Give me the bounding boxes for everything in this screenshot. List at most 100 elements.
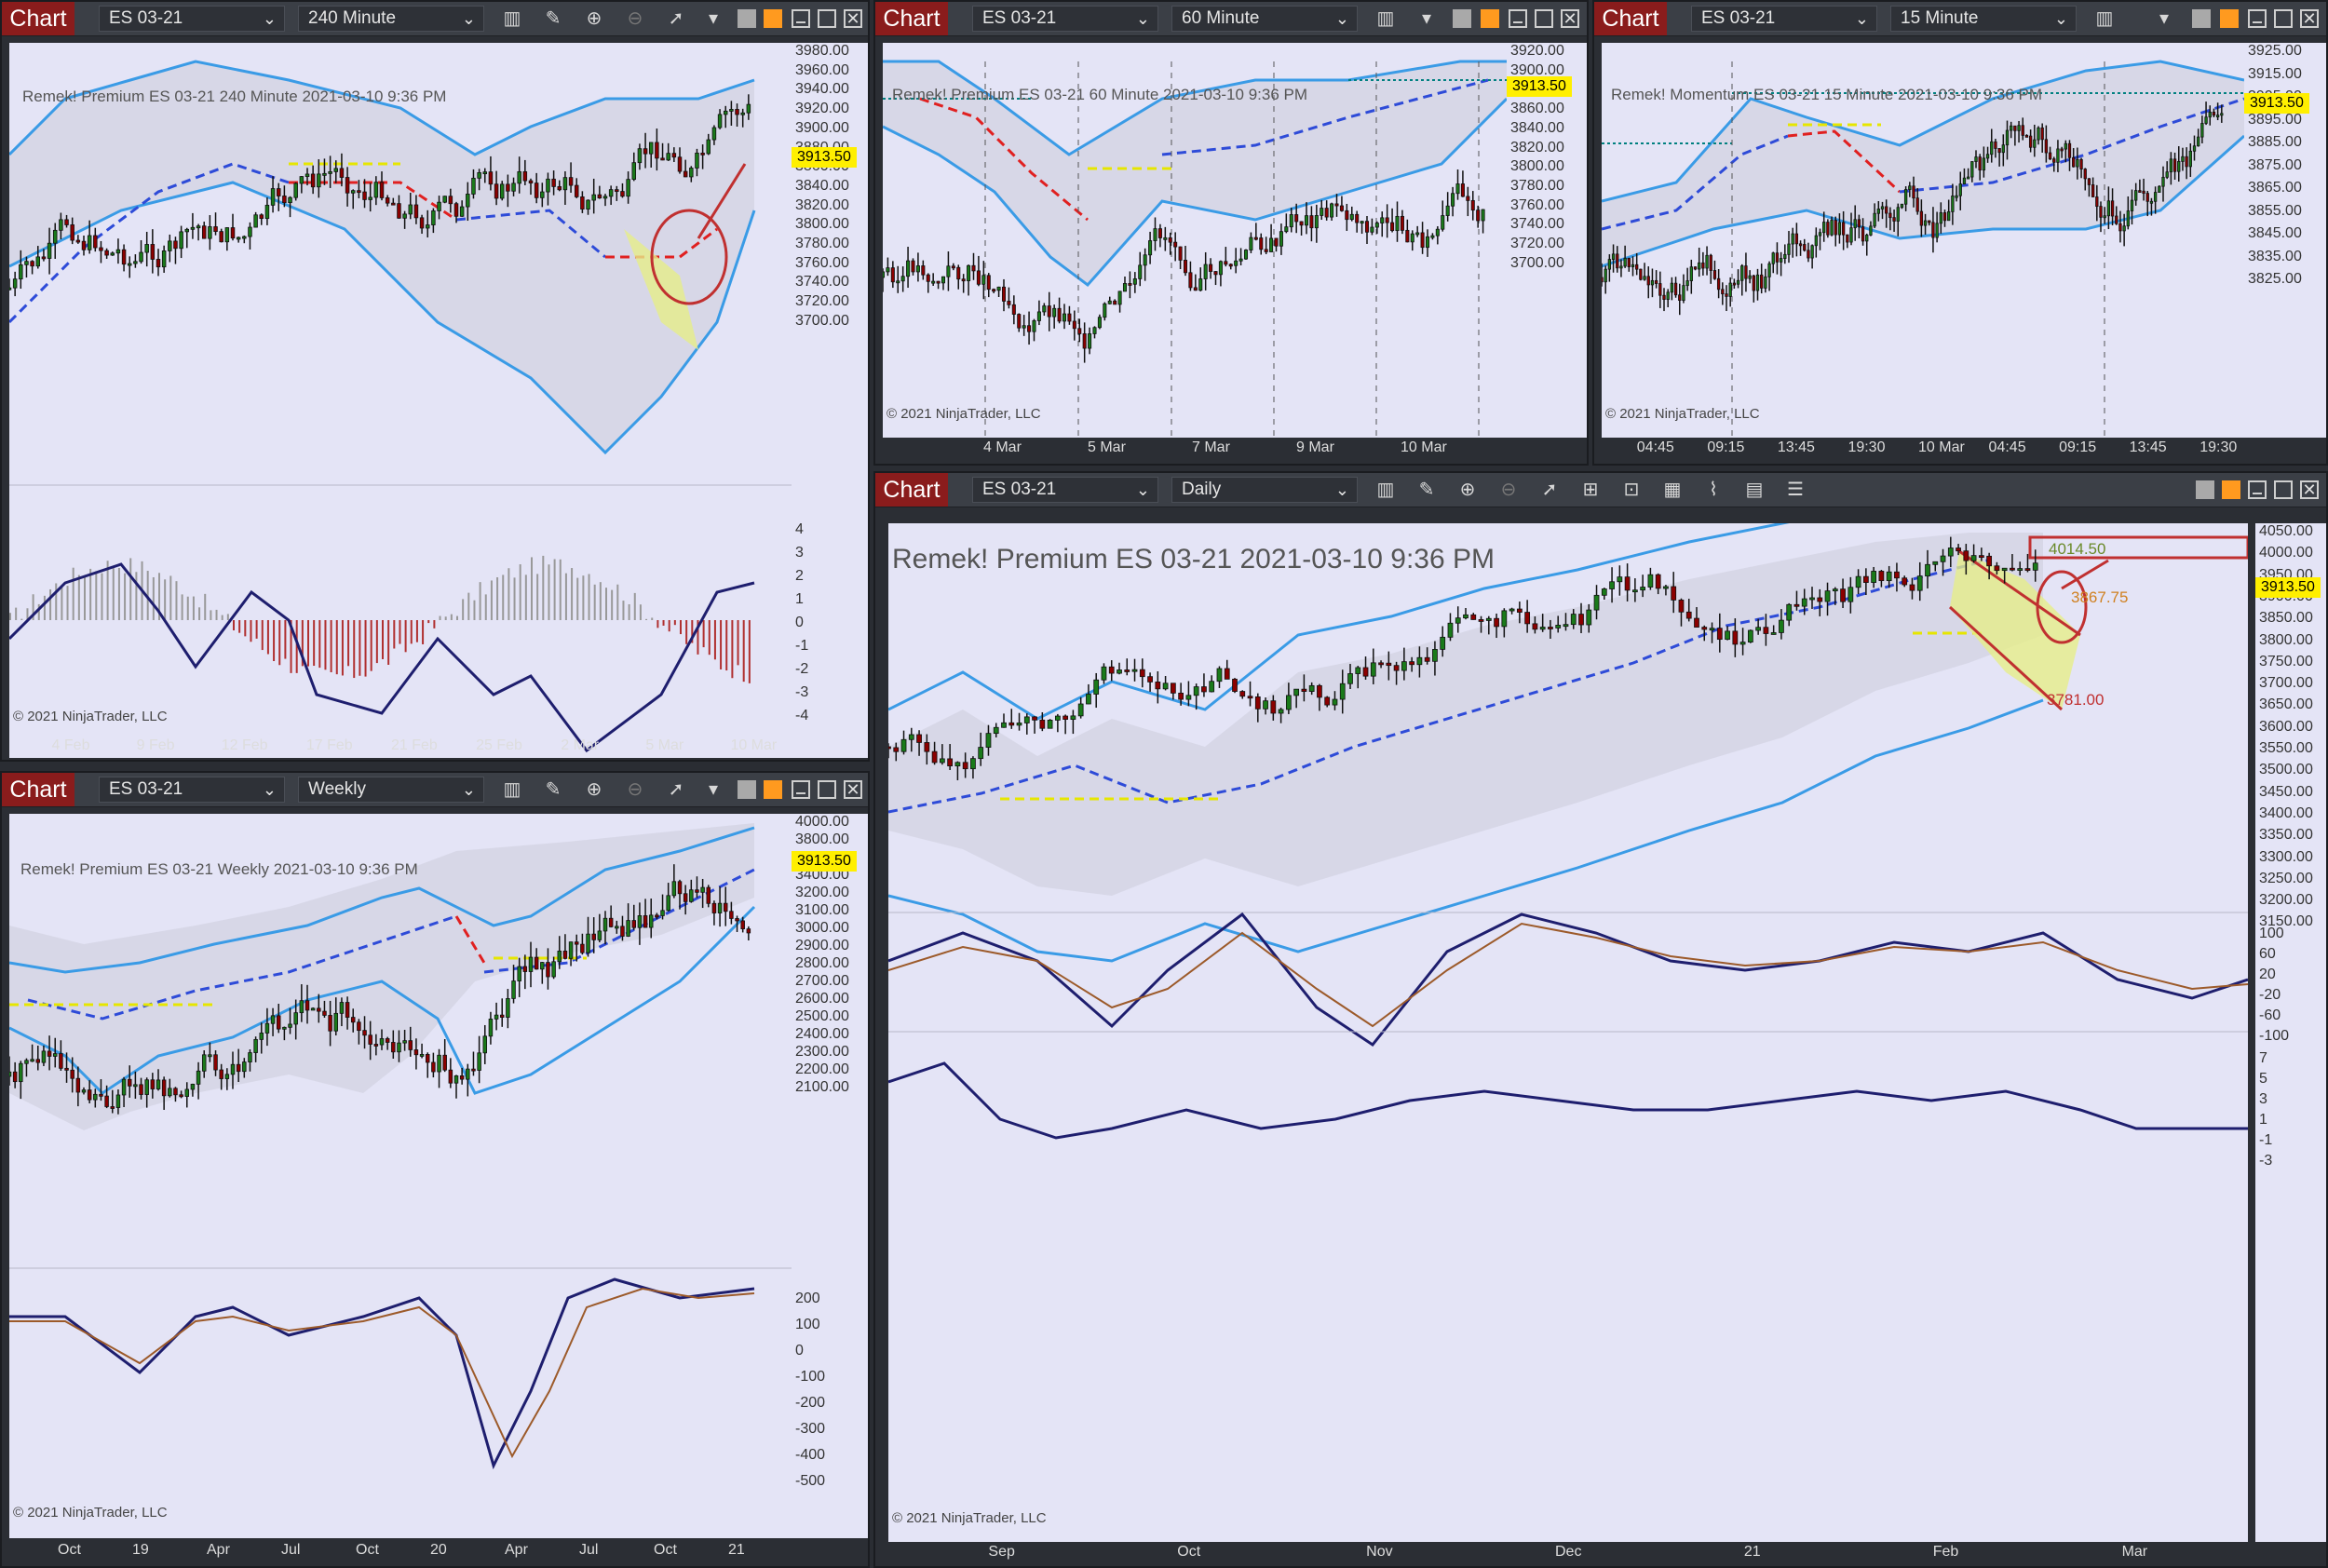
interval-selector[interactable]: 15 Minute ⌄ — [1890, 6, 2077, 32]
close-button[interactable]: ✕ — [1561, 9, 1579, 28]
interval-selector[interactable]: Daily ⌄ — [1171, 477, 1358, 503]
candle-body — [357, 1021, 361, 1032]
color-link-button[interactable] — [2220, 9, 2239, 28]
link-button[interactable] — [2192, 9, 2211, 28]
dropdown-icon[interactable]: ▾ — [2159, 8, 2170, 29]
list-icon[interactable]: ☰ — [1787, 480, 1804, 500]
price-axis[interactable]: 4000.003800.003600.003400.003200.003100.… — [792, 814, 868, 1538]
candle-body — [1748, 275, 1752, 279]
time-axis-tick: 13:45 — [2129, 439, 2167, 455]
bar-type-icon[interactable]: ▥ — [1376, 8, 1395, 29]
bar-type-icon[interactable]: ▥ — [503, 8, 521, 29]
plot-area[interactable]: Remek! Momentum ES 03-21 15 Minute 2021-… — [1602, 43, 2244, 438]
candle-body — [562, 177, 568, 191]
color-link-button[interactable] — [764, 780, 782, 799]
instrument-selector[interactable]: ES 03-21 ⌄ — [99, 6, 285, 32]
chart-menu-button[interactable]: Chart — [875, 473, 948, 507]
color-link-button[interactable] — [1481, 9, 1499, 28]
price-axis-tick: 3350.00 — [2259, 827, 2313, 844]
strategies-icon[interactable]: ▦ — [1663, 480, 1682, 500]
indicators-icon[interactable]: ⌇ — [1709, 480, 1718, 500]
link-button[interactable] — [1453, 9, 1471, 28]
zoom-out-icon[interactable]: ⊖ — [1500, 480, 1517, 500]
zoom-in-icon[interactable]: ⊕ — [1459, 480, 1476, 500]
drawing-tool-icon[interactable]: ✎ — [1418, 480, 1435, 500]
close-button[interactable]: ✕ — [844, 9, 862, 28]
link-button[interactable] — [2196, 480, 2214, 499]
plot-area[interactable]: Remek! Premium ES 03-21 2021-03-10 9:36 … — [888, 523, 2248, 1542]
chart-menu-button[interactable]: Chart — [875, 2, 948, 35]
plot-area[interactable]: Remek! Premium ES 03-21 240 Minute 2021-… — [9, 43, 792, 758]
color-link-button[interactable] — [2222, 480, 2240, 499]
candle-body — [1420, 232, 1425, 249]
candle-body — [288, 1023, 292, 1028]
close-button[interactable]: ✕ — [2300, 480, 2319, 499]
properties-icon[interactable]: ⊡ — [1623, 480, 1640, 500]
interval-selector[interactable]: 60 Minute ⌄ — [1171, 6, 1358, 32]
candle-body — [1132, 277, 1137, 285]
instrument-selector[interactable]: ES 03-21 ⌄ — [1691, 6, 1877, 32]
price-axis-tick: 3300.00 — [2259, 848, 2313, 865]
close-button[interactable]: ✕ — [844, 780, 862, 799]
pointer-icon[interactable]: ➚ — [668, 8, 684, 29]
drawing-tool-icon[interactable]: ✎ — [545, 779, 562, 800]
candle-body — [99, 1093, 103, 1097]
maximize-button[interactable] — [2274, 480, 2293, 499]
bar-type-icon[interactable]: ▥ — [2095, 8, 2114, 29]
dropdown-icon[interactable]: ▾ — [708, 8, 719, 29]
candle-body — [208, 1054, 212, 1058]
pointer-icon[interactable]: ➚ — [1541, 480, 1558, 500]
indicator-axis-tick: -1 — [795, 638, 809, 654]
plot-area[interactable]: Remek! Premium ES 03-21 Weekly 2021-03-1… — [9, 814, 792, 1538]
dropdown-icon[interactable]: ▾ — [1421, 8, 1432, 29]
maximize-button[interactable] — [2274, 9, 2293, 28]
interval-selector[interactable]: Weekly ⌄ — [298, 777, 484, 803]
instrument-selector[interactable]: ES 03-21 ⌄ — [972, 6, 1158, 32]
minimize-button[interactable] — [2248, 9, 2267, 28]
maximize-button[interactable] — [818, 780, 836, 799]
minimize-button[interactable] — [1509, 9, 1527, 28]
price-axis[interactable]: 3920.003900.003880.003860.003840.003820.… — [1507, 43, 1587, 438]
color-link-button[interactable] — [764, 9, 782, 28]
templates-icon[interactable]: ▤ — [1745, 480, 1764, 500]
price-axis[interactable]: 3925.003915.003905.003895.003885.003875.… — [2244, 43, 2326, 438]
data-box-icon[interactable]: ⊞ — [1582, 480, 1599, 500]
histogram-bar — [226, 614, 229, 620]
histogram-bar — [198, 607, 201, 620]
dropdown-icon[interactable]: ▾ — [708, 779, 719, 800]
candle-body — [1939, 212, 1942, 224]
candle-body — [1555, 625, 1562, 629]
zoom-in-icon[interactable]: ⊕ — [586, 779, 602, 800]
candle-body — [2017, 568, 2023, 572]
minimize-button[interactable] — [792, 9, 810, 28]
candle-body — [259, 214, 264, 220]
candle-body — [1062, 715, 1069, 720]
minimize-button[interactable] — [2248, 480, 2267, 499]
link-button[interactable] — [738, 9, 756, 28]
bar-type-icon[interactable]: ▥ — [1376, 480, 1395, 500]
chart-menu-button[interactable]: Chart — [1594, 2, 1667, 35]
interval-selector[interactable]: 240 Minute ⌄ — [298, 6, 484, 32]
drawing-tool-icon[interactable]: ✎ — [545, 8, 562, 29]
price-axis[interactable]: 3980.003960.003940.003920.003900.003880.… — [792, 43, 868, 758]
link-button[interactable] — [738, 780, 756, 799]
maximize-button[interactable] — [818, 9, 836, 28]
minimize-button[interactable] — [792, 780, 810, 799]
zoom-in-icon[interactable]: ⊕ — [586, 8, 602, 29]
candle-body — [1036, 311, 1041, 321]
pointer-icon[interactable]: ➚ — [668, 779, 684, 800]
plot-area[interactable]: Remek! Premium ES 03-21 60 Minute 2021-0… — [883, 43, 1507, 438]
close-button[interactable]: ✕ — [2300, 9, 2319, 28]
candle-body — [1728, 282, 1732, 297]
candle-body — [740, 112, 745, 115]
maximize-button[interactable] — [1535, 9, 1553, 28]
bar-type-icon[interactable]: ▥ — [503, 779, 521, 800]
zoom-out-icon[interactable]: ⊖ — [627, 779, 643, 800]
chart-menu-button[interactable]: Chart — [2, 2, 74, 35]
instrument-selector[interactable]: ES 03-21 ⌄ — [99, 777, 285, 803]
instrument-selector[interactable]: ES 03-21 ⌄ — [972, 477, 1158, 503]
time-axis-tick: Apr — [207, 1542, 230, 1558]
chart-menu-button[interactable]: Chart — [2, 773, 74, 806]
zoom-out-icon[interactable]: ⊖ — [627, 8, 643, 29]
price-axis[interactable]: 4050.004000.003950.003900.003850.003800.… — [2255, 523, 2326, 1542]
